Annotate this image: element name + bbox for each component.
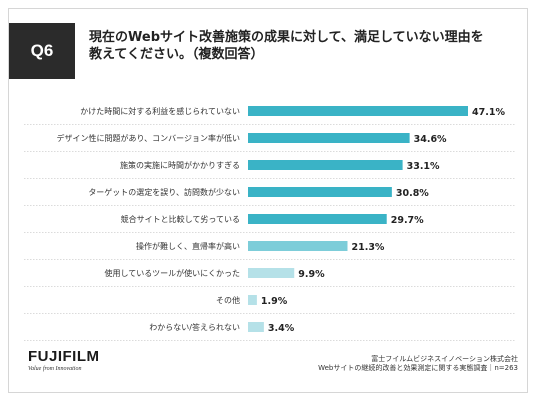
value-label: 33.1% <box>407 161 440 172</box>
slide-frame: Q6 現在のWebサイト改善施策の成果に対して、満足していない理由を 教えてくだ… <box>8 8 528 393</box>
question-line-1: 現在のWebサイト改善施策の成果に対して、満足していない理由を <box>89 30 484 45</box>
logo-wordmark: FUJIFILM <box>28 348 100 365</box>
question-title: 現在のWebサイト改善施策の成果に対して、満足していない理由を 教えてください。… <box>89 29 509 63</box>
question-line-2: 教えてください。（複数回答） <box>89 47 264 62</box>
bar <box>248 160 403 170</box>
source-survey: Webサイトの継続的改善と効果測定に関する実態調査｜n=263 <box>318 364 518 372</box>
value-label: 47.1% <box>472 107 505 118</box>
bar <box>248 268 295 278</box>
value-label: 1.9% <box>261 296 288 307</box>
logo-tagline: Value from Innovation <box>28 366 82 372</box>
category-label: その他 <box>216 295 240 305</box>
bar <box>248 295 257 305</box>
value-label: 30.8% <box>396 188 429 199</box>
category-label: 使用しているツールが使いにくかった <box>105 268 240 278</box>
value-label: 9.9% <box>298 269 325 280</box>
source-company: 富士フイルムビジネスイノベーション株式会社 <box>371 355 518 363</box>
category-label: わからない/答えられない <box>149 322 240 332</box>
bar <box>248 214 387 224</box>
bar <box>248 106 468 116</box>
fujifilm-logo: FUJIFILM Value from Innovation <box>28 348 100 373</box>
category-label: 操作が難しく、直帰率が高い <box>136 241 240 251</box>
value-label: 3.4% <box>268 323 295 334</box>
value-label: 21.3% <box>351 242 384 253</box>
bar <box>248 133 410 143</box>
bar <box>248 322 264 332</box>
bar <box>248 187 392 197</box>
category-label: かけた時間に対する利益を感じられていない <box>80 106 240 116</box>
category-label: 競合サイトと比較して劣っている <box>121 214 240 224</box>
value-label: 34.6% <box>414 134 447 145</box>
category-label: 施策の実施に時間がかかりすぎる <box>120 160 240 170</box>
category-label: デザイン性に問題があり、コンバージョン率が低い <box>56 133 240 143</box>
source-note: 富士フイルムビジネスイノベーション株式会社 Webサイトの継続的改善と効果測定に… <box>318 355 518 373</box>
value-label: 29.7% <box>391 215 424 226</box>
category-label: ターゲットの選定を誤り、訪問数が少ない <box>88 187 240 197</box>
question-badge: Q6 <box>9 23 75 79</box>
bar <box>248 241 348 251</box>
